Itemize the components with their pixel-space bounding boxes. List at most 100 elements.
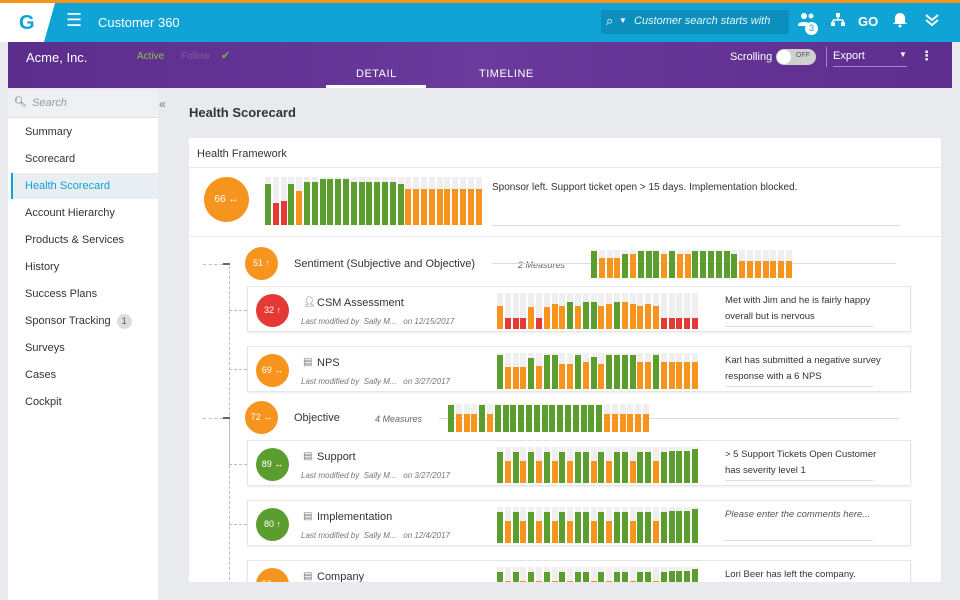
overall-score-circle[interactable]: 66 ↔ (204, 177, 249, 222)
sidebar-item-products-services[interactable]: Products & Services (11, 227, 158, 253)
tab-detail[interactable]: DETAIL (356, 68, 397, 80)
history-bar (543, 447, 550, 483)
overall-comment[interactable]: Sponsor left. Support ticket open > 15 d… (492, 182, 798, 193)
sidebar-item-surveys[interactable]: Surveys (11, 335, 158, 361)
history-bar (598, 567, 605, 582)
history-bar (280, 177, 287, 225)
history-bar (296, 177, 303, 225)
sidebar-item-sponsor-tracking[interactable]: Sponsor Tracking 1 (11, 308, 158, 334)
collapse-group-icon[interactable] (223, 417, 230, 419)
measure-card-nps[interactable]: 69 ↔ ▤ NPS Last modified by Sally M... o… (247, 346, 911, 392)
measure-comment[interactable]: Lori Beer has left the company. (725, 569, 856, 580)
sidebar-item-label: Success Plans (25, 288, 98, 300)
history-bar (590, 507, 597, 543)
modified-on: 3/27/2017 (414, 377, 450, 386)
chevron-down-icon[interactable]: ▼ (619, 16, 627, 25)
more-options-icon[interactable]: ⋮ (920, 48, 933, 63)
measure-score-circle: 32 ↑ (256, 294, 289, 327)
history-bar (692, 250, 699, 278)
tree-connector (229, 524, 247, 525)
history-bar (652, 293, 659, 329)
measure-card-csm-assessment[interactable]: 32 ↑ 👤︎ CSM Assessment Last modified by … (247, 286, 911, 332)
bell-icon[interactable] (893, 12, 907, 32)
go-button[interactable]: GO (858, 14, 879, 29)
measure-card-implementation[interactable]: 80 ↑ ▤ Implementation Last modified by S… (247, 500, 911, 546)
collapse-group-icon[interactable] (223, 263, 230, 265)
measure-comment[interactable]: Karl has submitted a negative survey res… (725, 355, 881, 382)
history-bar (645, 293, 652, 329)
history-bar (327, 177, 334, 225)
sidebar-item-account-hierarchy[interactable]: Account Hierarchy (11, 200, 158, 226)
measure-comment[interactable]: > 5 Support Tickets Open Customer has se… (725, 449, 877, 476)
comment-underline (725, 386, 873, 387)
history-bar (637, 567, 644, 582)
menu-icon[interactable]: ☰ (66, 10, 83, 30)
section-divider (189, 236, 941, 237)
measure-card-support[interactable]: 89 ↔ ▤ Support Last modified by Sally M.… (247, 440, 911, 486)
history-bar (691, 507, 698, 543)
logo-letter[interactable]: G (19, 12, 35, 34)
export-select[interactable]: Export (833, 50, 865, 62)
measure-comment[interactable]: Met with Jim and he is fairly happy over… (725, 295, 871, 322)
export-underline (833, 66, 907, 67)
history-bar (520, 447, 527, 483)
sidebar-item-scorecard[interactable]: Scorecard (11, 146, 158, 172)
history-bar (574, 507, 581, 543)
history-bar (549, 404, 556, 432)
collapse-sidebar-icon[interactable]: « (159, 97, 166, 111)
history-bar (559, 567, 566, 582)
history-bar (518, 404, 525, 432)
expand-down-icon[interactable] (924, 12, 940, 32)
history-bar (551, 567, 558, 582)
logo[interactable] (0, 3, 55, 42)
measure-comment-input[interactable]: Please enter the comments here... (725, 509, 871, 520)
history-bar (707, 250, 714, 278)
measure-card-company[interactable]: 56 ↔ ▤ Company Lori Beer has left the co… (247, 560, 911, 582)
history-bar (535, 567, 542, 582)
history-bar (785, 250, 792, 278)
history-bar (582, 567, 589, 582)
scrolling-toggle[interactable]: OFF (776, 49, 816, 65)
history-bar (512, 293, 519, 329)
modified-on: 12/4/2017 (414, 531, 450, 540)
sidebar-item-label: Cases (25, 369, 57, 381)
history-bar (420, 177, 427, 225)
hierarchy-icon[interactable] (830, 12, 846, 32)
history-bar (723, 250, 730, 278)
chevron-down-icon[interactable]: ▼ (899, 50, 907, 59)
sidebar-item-summary[interactable]: Summary (11, 119, 158, 145)
sidebar-item-label: Products & Services (25, 234, 125, 246)
measure-score-circle: 89 ↔ (256, 448, 289, 481)
sidebar-item-cases[interactable]: Cases (11, 362, 158, 388)
tree-connector (229, 420, 230, 582)
history-bar (613, 353, 620, 389)
history-bar (778, 250, 785, 278)
global-search-input[interactable]: ⌕ ▼ Customer search starts with (601, 10, 789, 34)
group-name[interactable]: Sentiment (Subjective and Objective) (294, 258, 475, 270)
history-bar (574, 353, 581, 389)
group-score-circle[interactable]: 51 ↑ (245, 247, 278, 280)
history-bar (564, 404, 571, 432)
group-name[interactable]: Objective (294, 412, 340, 424)
history-bar (535, 353, 542, 389)
sidebar-item-health-scorecard[interactable]: Health Scorecard (11, 173, 158, 199)
customer-header: Acme, Inc. Active Follow ✔ DETAIL TIMELI… (8, 42, 952, 88)
measure-name: NPS (317, 357, 340, 369)
history-bar (606, 447, 613, 483)
modified-on: 12/15/2017 (414, 317, 455, 326)
sidebar-search-input[interactable]: 🔍︎ Search (8, 90, 158, 118)
sidebar-item-success-plans[interactable]: Success Plans (11, 281, 158, 307)
group-score-circle[interactable]: 72 ↔ (245, 401, 278, 434)
history-bar (588, 404, 595, 432)
comment-icon: ▤ (303, 511, 313, 522)
sidebar-item-cockpit[interactable]: Cockpit (11, 389, 158, 415)
tree-connector (203, 418, 223, 419)
notification-badge: 3 (805, 22, 818, 35)
history-bar (598, 293, 605, 329)
history-bar (739, 250, 746, 278)
follow-button[interactable]: Follow (181, 51, 210, 62)
tab-timeline[interactable]: TIMELINE (479, 68, 534, 80)
history-bar (413, 177, 420, 225)
history-bar (311, 177, 318, 225)
sidebar-item-history[interactable]: History (11, 254, 158, 280)
